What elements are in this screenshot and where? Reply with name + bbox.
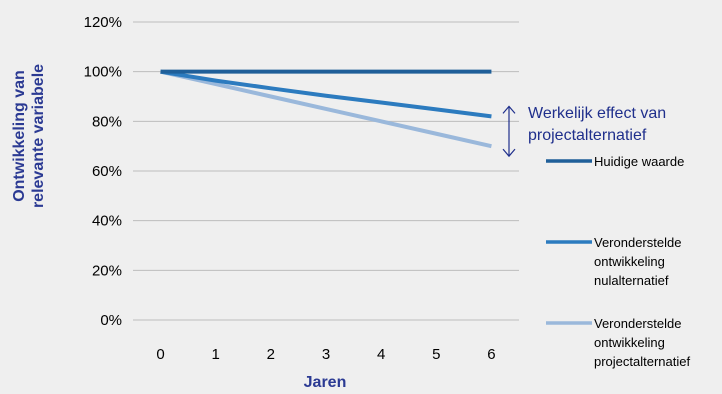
- legend: Huidige waarde Veronderstelde ontwikkeli…: [546, 154, 690, 369]
- gridlines: [133, 21, 519, 271]
- x-tick-label: 6: [487, 346, 495, 363]
- x-tick-label: 1: [212, 346, 220, 363]
- y-tick-label: 60%: [92, 163, 122, 180]
- series-line: [160, 69, 492, 119]
- x-tick-label: 5: [432, 346, 440, 363]
- legend-label-nulalternatief-line-2: ontwikkeling: [594, 254, 665, 269]
- y-axis-title: Ontwikkeling van relevante variabele: [11, 64, 47, 208]
- annotation-text-line-1: Werkelijk effect van: [528, 105, 666, 122]
- legend-label-projectalternatief-line-2: ontwikkeling: [594, 335, 665, 350]
- y-tick-label: 100%: [84, 64, 122, 81]
- x-tick-label: 2: [267, 346, 275, 363]
- x-tick-label: 3: [322, 346, 330, 363]
- legend-label-nulalternatief-line-1: Veronderstelde: [594, 235, 681, 250]
- effect-arrowhead-bottom: [502, 148, 516, 158]
- x-axis-title: Jaren: [304, 374, 347, 391]
- effect-arrowhead-top: [502, 105, 516, 114]
- series-line: [160, 69, 492, 149]
- legend-label-projectalternatief-line-3: projectalternatief: [594, 354, 690, 369]
- y-tick-label: 80%: [92, 113, 122, 130]
- x-tick-label: 0: [156, 346, 164, 363]
- x-tick-label: 4: [377, 346, 385, 363]
- y-tick-label: 40%: [92, 213, 122, 230]
- effect-annotation: Werkelijk effect van projectalternatief: [502, 105, 666, 158]
- legend-label-nulalternatief-line-3: nulalternatief: [594, 273, 669, 288]
- legend-label-projectalternatief-line-1: Veronderstelde: [594, 316, 681, 331]
- series-lines: [160, 69, 492, 149]
- y-axis-title-line-1: Ontwikkeling van: [11, 70, 28, 202]
- y-tick-label: 120%: [84, 14, 122, 31]
- y-tick-label: 0%: [100, 312, 122, 329]
- y-tick-labels: 0% 20% 40% 60% 80% 100% 120%: [84, 14, 122, 329]
- x-tick-labels: 0 1 2 3 4 5 6: [156, 346, 495, 363]
- legend-label-huidige-waarde: Huidige waarde: [594, 154, 684, 169]
- y-tick-label: 20%: [92, 262, 122, 279]
- annotation-text-line-2: projectalternatief: [528, 127, 647, 144]
- y-axis-title-line-2: relevante variabele: [30, 64, 47, 208]
